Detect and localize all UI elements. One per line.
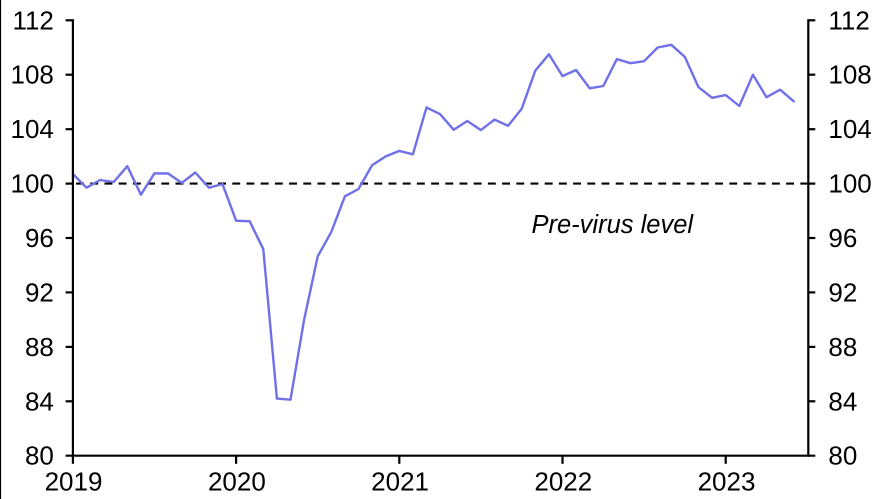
svg-text:92: 92: [828, 277, 857, 307]
svg-text:88: 88: [828, 332, 857, 362]
svg-text:80: 80: [828, 441, 857, 471]
svg-text:Pre-virus level: Pre-virus level: [532, 211, 695, 239]
svg-text:2022: 2022: [534, 467, 592, 497]
svg-text:108: 108: [828, 60, 871, 90]
svg-text:100: 100: [828, 169, 871, 199]
svg-text:84: 84: [828, 386, 857, 416]
svg-text:100: 100: [11, 169, 54, 199]
svg-text:112: 112: [12, 5, 53, 35]
svg-text:2023: 2023: [698, 467, 756, 497]
svg-text:2020: 2020: [208, 467, 266, 497]
svg-text:2021: 2021: [371, 467, 429, 497]
svg-text:80: 80: [25, 441, 54, 471]
svg-text:2019: 2019: [45, 467, 103, 497]
svg-text:104: 104: [828, 114, 871, 144]
svg-text:84: 84: [25, 386, 54, 416]
svg-text:96: 96: [25, 223, 54, 253]
svg-text:92: 92: [25, 277, 54, 307]
svg-text:96: 96: [828, 223, 857, 253]
svg-text:112: 112: [828, 5, 869, 35]
svg-text:88: 88: [25, 332, 54, 362]
svg-text:108: 108: [11, 60, 54, 90]
svg-text:104: 104: [11, 114, 54, 144]
